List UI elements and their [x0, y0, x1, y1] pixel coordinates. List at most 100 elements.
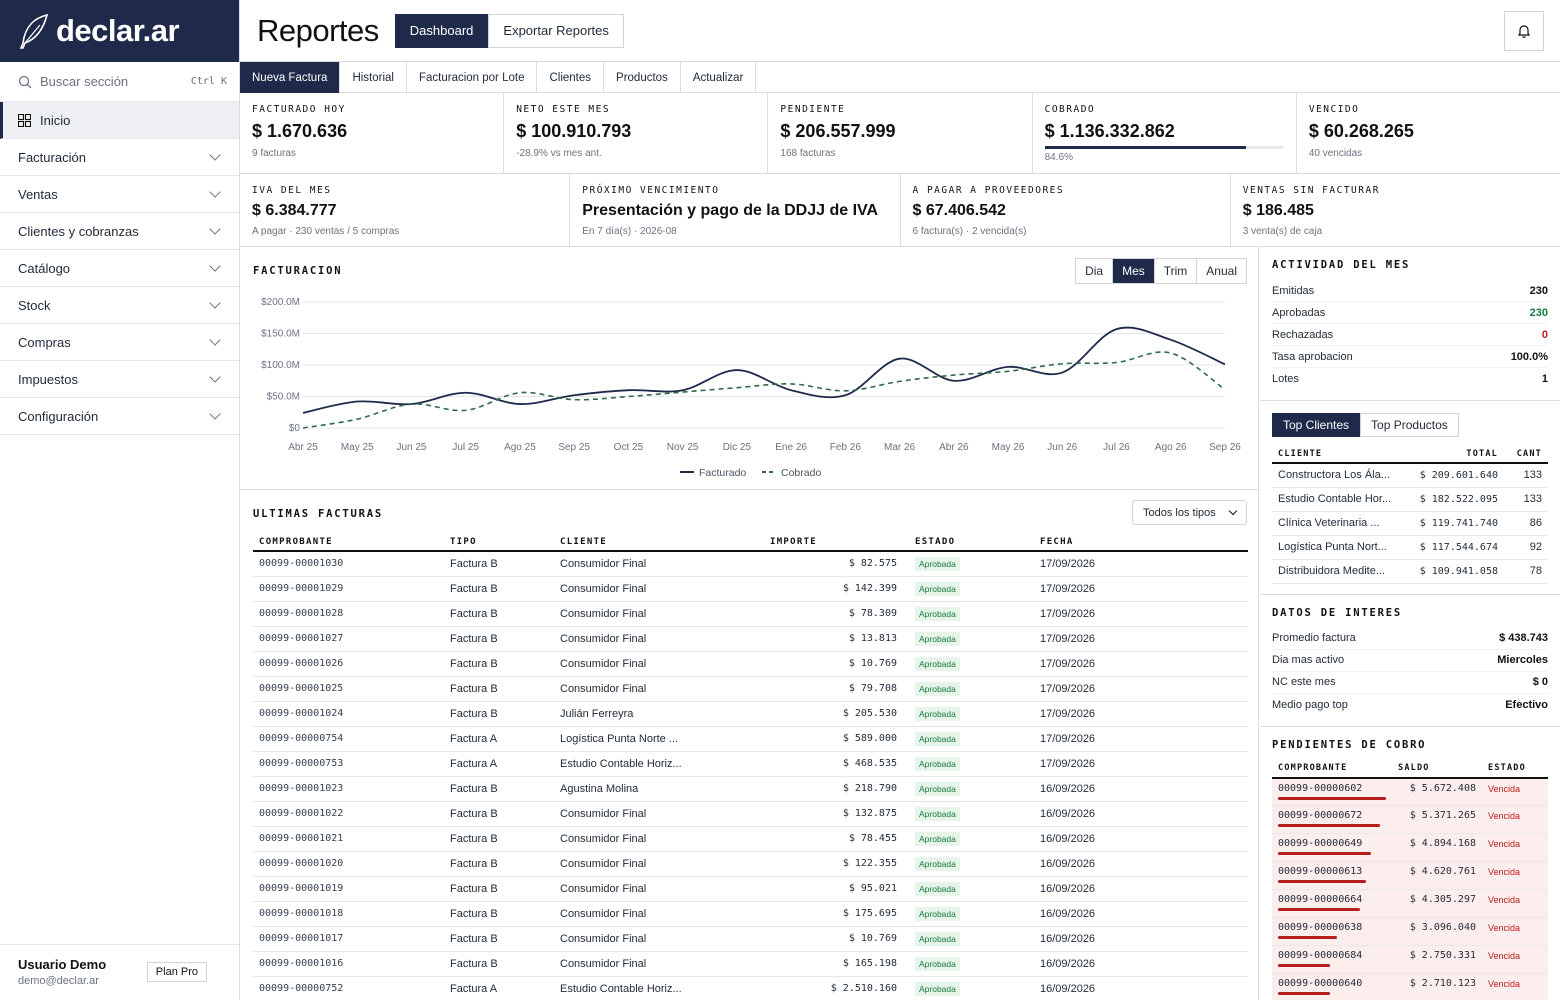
sidebar-item-inicio[interactable]: Inicio: [0, 102, 239, 139]
table-row[interactable]: 00099-00001030 Factura B Consumidor Final $…: [253, 551, 1248, 577]
importe-cell: $ 165.198: [764, 951, 909, 977]
invoice-type-select[interactable]: Todos los tipos: [1132, 500, 1247, 525]
info-value: Efectivo: [1505, 698, 1548, 711]
status-badge: Aprobada: [915, 906, 960, 921]
kpi-sub: 168 facturas: [780, 148, 836, 159]
table-row[interactable]: Logística Punta Nort... $ 117.544.674 92: [1272, 535, 1548, 560]
kpi-cobrado: COBRADO $ 1.136.332.862 84.6%: [1033, 93, 1297, 173]
table-row[interactable]: 00099-00000613 $ 4.620.761 Vencida: [1272, 861, 1548, 890]
section-search[interactable]: Buscar sección Ctrl K: [0, 62, 239, 102]
table-row[interactable]: 00099-00001028 Factura B Consumidor Final $…: [253, 601, 1248, 627]
period-trim[interactable]: Trim: [1155, 259, 1198, 283]
table-row[interactable]: 00099-00000754 Factura A Logística Punta N…: [253, 726, 1248, 752]
kpi-label: VENCIDO: [1308, 104, 1360, 115]
cliente-cell: Consumidor Final: [554, 576, 764, 602]
nav-actualizar[interactable]: Actualizar: [681, 62, 757, 93]
tab-exportar-reportes[interactable]: Exportar Reportes: [488, 13, 624, 48]
sidebar-item-clientes-cobranzas[interactable]: Clientes y cobranzas: [0, 213, 239, 250]
brand-logo[interactable]: declar.ar: [0, 0, 239, 62]
tipo-cell: Factura B: [444, 776, 554, 802]
sidebar-item-configuracion[interactable]: Configuración: [0, 398, 239, 435]
saldo-cell: $ 2.710.123: [1392, 973, 1482, 1000]
table-row[interactable]: 00099-00001024 Factura B Julián Ferreyra $ …: [253, 701, 1248, 727]
table-row[interactable]: Clínica Veterinaria ... $ 119.741.740 86: [1272, 511, 1548, 536]
tab-dashboard[interactable]: Dashboard: [394, 13, 489, 48]
period-anual[interactable]: Anual: [1206, 264, 1237, 278]
table-row[interactable]: 00099-00001022 Factura B Consumidor Final $…: [253, 801, 1248, 827]
plan-badge[interactable]: Plan Pro: [146, 962, 207, 982]
period-mes[interactable]: Mes: [1113, 259, 1155, 283]
cliente-cell: Logística Punta Norte ...: [554, 726, 764, 752]
sidebar-item-catalogo[interactable]: Catálogo: [0, 250, 239, 287]
table-row[interactable]: 00099-00000664 $ 4.305.297 Vencida: [1272, 889, 1548, 918]
table-row[interactable]: Distribuidora Medite... $ 109.941.058 78: [1272, 559, 1548, 584]
nav-clientes[interactable]: Clientes: [537, 62, 605, 93]
table-row[interactable]: Constructora Los Ála... $ 209.601.640 133: [1272, 463, 1548, 488]
table-row[interactable]: 00099-00001027 Factura B Consumidor Final $…: [253, 626, 1248, 652]
tipo-cell: Factura B: [444, 601, 554, 627]
notifications-button[interactable]: [1504, 11, 1544, 51]
cliente-cell: Estudio Contable Hor...: [1272, 487, 1412, 512]
sidebar-item-impuestos[interactable]: Impuestos: [0, 361, 239, 398]
table-row[interactable]: 00099-00000649 $ 4.894.168 Vencida: [1272, 833, 1548, 862]
fecha-cell: 16/09/2026: [1034, 851, 1248, 877]
kpi-value: $ 67.406.542: [912, 202, 1006, 219]
kpi-pendiente: PENDIENTE $ 206.557.999 168 facturas: [768, 93, 1033, 173]
sidebar-item-stock[interactable]: Stock: [0, 287, 239, 324]
estado-cell: Vencida: [1482, 889, 1548, 918]
table-row[interactable]: 00099-00000752 Factura A Estudio Contable …: [253, 976, 1248, 1000]
estado-cell: Aprobada: [909, 676, 1034, 702]
table-row[interactable]: 00099-00001019 Factura B Consumidor Final $…: [253, 876, 1248, 902]
table-row[interactable]: 00099-00001021 Factura B Consumidor Final $…: [253, 826, 1248, 852]
column-header: COMPROBANTE: [253, 533, 444, 552]
table-row[interactable]: 00099-00000753 Factura A Estudio Contable …: [253, 751, 1248, 777]
sidebar-item-facturacion[interactable]: Facturación: [0, 139, 239, 176]
table-row[interactable]: 00099-00000638 $ 3.096.040 Vencida: [1272, 917, 1548, 946]
importe-cell: $ 78.455: [764, 826, 909, 852]
tab-top-productos[interactable]: Top Productos: [1360, 413, 1459, 437]
kpi-value: $ 206.557.999: [780, 121, 896, 141]
datos-interes: DATOS DE INTERES Promedio factura $ 438.7…: [1260, 595, 1560, 727]
table-row[interactable]: 00099-00001018 Factura B Consumidor Final $…: [253, 901, 1248, 927]
actividad-title: ACTIVIDAD DEL MES: [1272, 259, 1411, 271]
saldo-cell: $ 3.096.040: [1392, 917, 1482, 946]
status-badge: Aprobada: [915, 831, 960, 846]
tipo-cell: Factura B: [444, 551, 554, 577]
y-tick-label: $200.0M: [261, 297, 300, 308]
table-row[interactable]: 00099-00001016 Factura B Consumidor Final $…: [253, 951, 1248, 977]
kpi-neto-mes: NETO ESTE MES $ 100.910.793 -28.9% vs mes …: [504, 93, 769, 173]
nav-historial[interactable]: Historial: [340, 62, 407, 93]
fecha-cell: 16/09/2026: [1034, 776, 1248, 802]
table-row[interactable]: 00099-00001026 Factura B Consumidor Final $…: [253, 651, 1248, 677]
sidebar-item-ventas[interactable]: Ventas: [0, 176, 239, 213]
cant-cell: 86: [1504, 511, 1548, 536]
nav-nueva-factura[interactable]: Nueva Factura: [240, 62, 341, 93]
activity-value: 100.0%: [1510, 350, 1548, 363]
table-row[interactable]: Estudio Contable Hor... $ 182.522.095 133: [1272, 487, 1548, 512]
table-row[interactable]: 00099-00001020 Factura B Consumidor Final $…: [253, 851, 1248, 877]
table-row[interactable]: 00099-00000602 $ 5.672.408 Vencida: [1272, 777, 1548, 806]
column-header: ESTADO: [909, 533, 1034, 552]
estado-cell: Vencida: [1482, 917, 1548, 946]
cliente-cell: Consumidor Final: [554, 851, 764, 877]
importe-cell: $ 13.813: [764, 626, 909, 652]
period-dia[interactable]: Dia: [1076, 259, 1114, 283]
nav-facturacion-lote[interactable]: Facturacion por Lote: [407, 62, 538, 93]
table-row[interactable]: 00099-00001025 Factura B Consumidor Final $…: [253, 676, 1248, 702]
table-row[interactable]: 00099-00001029 Factura B Consumidor Final $…: [253, 576, 1248, 602]
sidebar-item-compras[interactable]: Compras: [0, 324, 239, 361]
nav-productos[interactable]: Productos: [604, 62, 681, 93]
table-row[interactable]: 00099-00001023 Factura B Agustina Molina $ …: [253, 776, 1248, 802]
sidebar-item-label: Stock: [18, 297, 51, 313]
table-row[interactable]: 00099-00001017 Factura B Consumidor Final $…: [253, 926, 1248, 952]
tab-top-clientes[interactable]: Top Clientes: [1272, 413, 1361, 437]
cliente-cell: Consumidor Final: [554, 651, 764, 677]
table-row[interactable]: 00099-00000640 $ 2.710.123 Vencida: [1272, 973, 1548, 1000]
sidebar-item-label: Clientes y cobranzas: [18, 223, 139, 239]
x-tick-label: Ago 26: [1155, 442, 1187, 453]
activity-label: Lotes: [1272, 373, 1299, 385]
table-row[interactable]: 00099-00000684 $ 2.750.331 Vencida: [1272, 945, 1548, 974]
table-row[interactable]: 00099-00000672 $ 5.371.265 Vencida: [1272, 805, 1548, 834]
x-tick-label: Jun 25: [396, 442, 426, 453]
x-tick-label: May 25: [341, 442, 374, 453]
